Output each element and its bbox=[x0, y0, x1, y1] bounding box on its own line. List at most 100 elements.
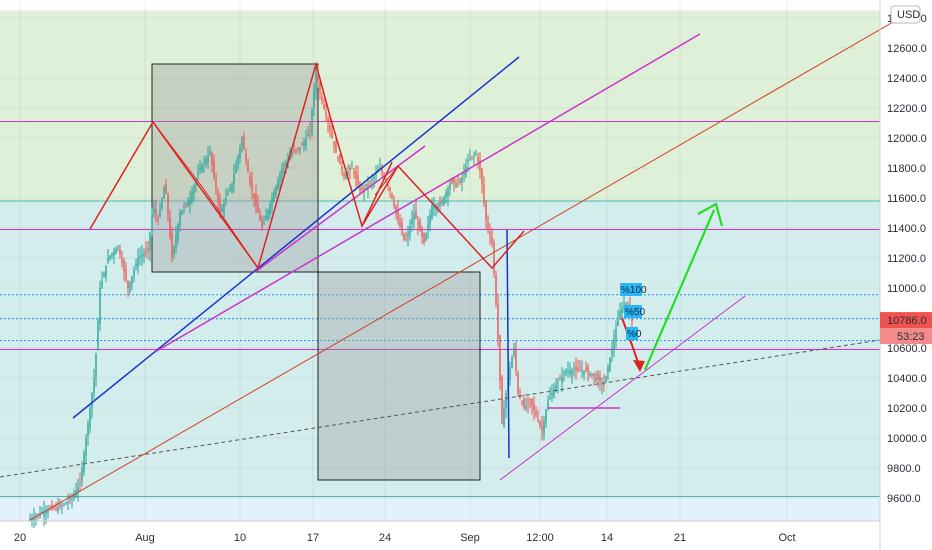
candle-down bbox=[121, 258, 123, 263]
candle-up bbox=[241, 138, 243, 147]
candle-up bbox=[85, 438, 87, 456]
currency-button[interactable] bbox=[890, 5, 921, 24]
zigzag-pattern-line bbox=[361, 161, 393, 227]
candle-up bbox=[183, 207, 185, 208]
candle-up bbox=[601, 383, 603, 385]
candle-down bbox=[415, 211, 417, 219]
candle-up bbox=[411, 219, 413, 225]
candle-up bbox=[207, 156, 209, 163]
time-tick-label: 20 bbox=[14, 532, 26, 544]
candle-down bbox=[401, 223, 403, 234]
candle-up bbox=[199, 168, 201, 170]
candle-down bbox=[59, 503, 61, 507]
countdown-text: 53:23 bbox=[897, 331, 925, 343]
candle-up bbox=[307, 134, 309, 137]
candle-up bbox=[231, 183, 233, 191]
candle-down bbox=[471, 156, 473, 158]
candle-up bbox=[201, 165, 203, 172]
candle-down bbox=[55, 505, 57, 508]
candle-up bbox=[447, 187, 449, 197]
candle-up bbox=[567, 370, 569, 372]
candle-down bbox=[217, 192, 219, 201]
candle-up bbox=[607, 366, 609, 373]
fib-label-text: %0 bbox=[627, 329, 642, 340]
candle-down bbox=[339, 154, 341, 165]
candle-down bbox=[155, 209, 157, 215]
candle-up bbox=[221, 208, 223, 213]
price-tick-label: 11000.0 bbox=[887, 283, 926, 295]
price-tick-label: 10600.0 bbox=[887, 343, 927, 355]
candle-up bbox=[141, 255, 143, 257]
candle-down bbox=[493, 241, 495, 273]
candle-down bbox=[453, 178, 455, 183]
candle-up bbox=[469, 158, 471, 160]
candle-down bbox=[251, 181, 253, 191]
candle-down bbox=[253, 193, 255, 198]
candle-down bbox=[211, 152, 213, 165]
last-price-badge bbox=[880, 312, 932, 329]
candle-down bbox=[297, 147, 299, 149]
candle-down bbox=[539, 421, 541, 426]
candle-up bbox=[149, 232, 151, 252]
candle-down bbox=[499, 335, 501, 381]
candle-up bbox=[553, 389, 555, 398]
consolidation-box bbox=[151, 63, 319, 273]
candle-up bbox=[431, 205, 433, 219]
candle-up bbox=[151, 214, 153, 233]
candle-down bbox=[533, 403, 535, 411]
candle-up bbox=[143, 253, 145, 256]
candle-up bbox=[83, 453, 85, 473]
blue-trend-line bbox=[72, 56, 520, 419]
zigzag-pattern-line bbox=[152, 121, 259, 269]
candle-down bbox=[333, 141, 335, 146]
candle-up bbox=[509, 368, 511, 380]
candle-down bbox=[261, 219, 263, 228]
candle-down bbox=[395, 205, 397, 213]
candle-up bbox=[81, 468, 83, 481]
candle-up bbox=[279, 174, 281, 181]
candle-up bbox=[93, 378, 95, 394]
candle-up bbox=[177, 224, 179, 240]
candle-down bbox=[247, 164, 249, 172]
candle-up bbox=[427, 224, 429, 231]
fib-label-badge bbox=[626, 327, 638, 340]
candle-down bbox=[459, 179, 461, 183]
candle-down bbox=[335, 142, 337, 153]
candle-up bbox=[291, 153, 293, 157]
candle-down bbox=[603, 384, 605, 386]
candle-down bbox=[79, 482, 81, 484]
candle-up bbox=[105, 265, 107, 277]
candle-up bbox=[65, 502, 67, 505]
candle-up bbox=[573, 370, 575, 372]
magenta-support-line bbox=[499, 295, 746, 481]
candle-up bbox=[371, 180, 373, 182]
time-tick-label: Oct bbox=[778, 532, 795, 544]
candle-up bbox=[363, 187, 365, 192]
candle-up bbox=[311, 110, 313, 133]
candle-down bbox=[479, 160, 481, 171]
candle-up bbox=[63, 504, 65, 505]
candle-up bbox=[133, 270, 135, 277]
candle-down bbox=[393, 201, 395, 206]
time-tick-label: 17 bbox=[307, 532, 319, 544]
candle-down bbox=[145, 250, 147, 252]
candle-down bbox=[485, 201, 487, 221]
candle-up bbox=[271, 198, 273, 204]
candle-down bbox=[293, 150, 295, 152]
price-tick-label: 10200.0 bbox=[887, 403, 927, 415]
candle-up bbox=[33, 516, 35, 522]
candle-up bbox=[615, 329, 617, 341]
candle-up bbox=[139, 256, 141, 259]
currency-label[interactable]: USD bbox=[897, 9, 920, 21]
candle-up bbox=[203, 162, 205, 163]
candle-down bbox=[489, 231, 491, 236]
price-tick-label: 11600.0 bbox=[887, 193, 926, 205]
candle-down bbox=[259, 214, 261, 221]
candle-up bbox=[267, 210, 269, 219]
candle-down bbox=[353, 171, 355, 174]
price-tick-label: 9600.0 bbox=[887, 493, 921, 505]
time-axis: 20 Aug 10 17 24 Sep 12:00 14 21 Oct bbox=[0, 520, 880, 544]
candle-up bbox=[581, 370, 583, 372]
